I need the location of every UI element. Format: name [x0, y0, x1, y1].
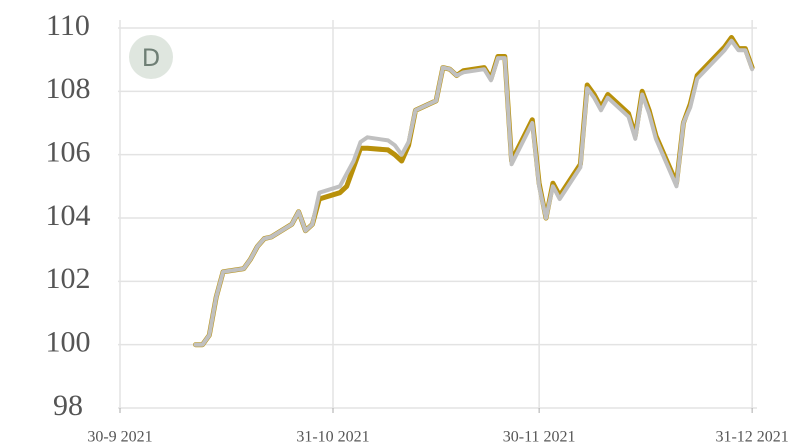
- badge-label: D: [142, 44, 160, 72]
- y-tick-label: 110: [46, 9, 90, 42]
- series-line: [193, 35, 755, 348]
- y-tick-label: 104: [46, 199, 91, 232]
- y-tick-label: 98: [53, 389, 83, 422]
- x-tick-label: 31-12 2021: [715, 429, 788, 446]
- x-tick-label: 30-9 2021: [87, 429, 152, 446]
- y-tick-label: 106: [46, 136, 91, 169]
- y-tick-label: 100: [46, 326, 91, 359]
- x-tick-label: 30-11 2021: [503, 429, 576, 446]
- y-tick-label: 102: [46, 262, 91, 295]
- x-tick-label: 31-10 2021: [296, 429, 369, 446]
- badge-circle: [129, 35, 173, 79]
- series-line: [193, 38, 755, 347]
- y-tick-label: 108: [46, 72, 91, 105]
